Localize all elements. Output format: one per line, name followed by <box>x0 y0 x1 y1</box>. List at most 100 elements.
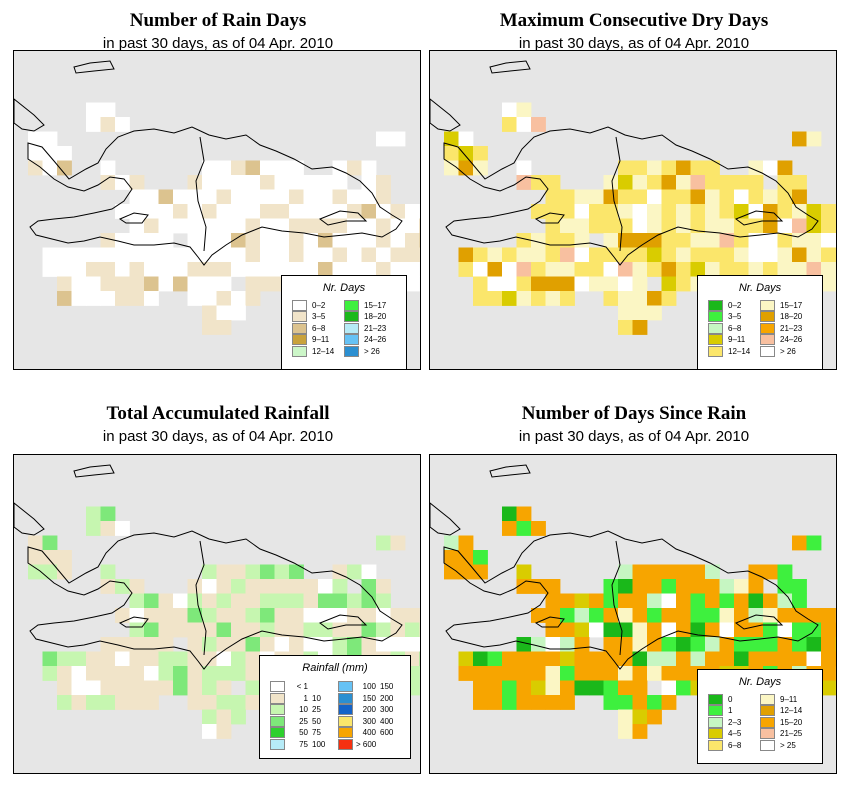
grid-cell <box>734 262 749 277</box>
grid-cell <box>618 204 633 219</box>
grid-cell <box>661 291 677 306</box>
grid-cell <box>231 593 246 609</box>
grid-cell <box>390 535 406 551</box>
grid-cell <box>129 608 145 623</box>
grid-cell <box>57 291 72 306</box>
grid-cell <box>274 608 290 623</box>
grid-cell <box>347 189 362 205</box>
grid-cell <box>289 247 304 263</box>
grid-cell <box>603 579 619 594</box>
panel-title: Number of Days Since Rain <box>521 403 747 424</box>
grid-cell <box>647 579 662 594</box>
grid-cell <box>231 247 246 263</box>
grid-cell <box>187 695 203 710</box>
grid-cell <box>115 175 130 190</box>
legend-swatch <box>344 334 359 346</box>
legend-swatch <box>708 311 723 323</box>
grid-cell <box>516 579 532 594</box>
grid-cell <box>419 247 420 263</box>
grid-cell <box>216 608 232 623</box>
legend-label-low: 200 <box>362 705 376 715</box>
grid-cell <box>57 666 72 681</box>
grid-cell <box>42 550 58 565</box>
grid-cell <box>589 218 604 234</box>
grid-cell <box>332 262 348 277</box>
grid-cell <box>231 622 246 638</box>
grid-cell <box>100 247 116 263</box>
grid-cell <box>777 247 793 263</box>
legend-label-low: 50 <box>299 728 308 738</box>
grid-cell <box>187 204 203 219</box>
grid-cell <box>260 622 275 638</box>
grid-cell <box>545 262 561 277</box>
grid-cell <box>216 247 232 263</box>
legend-label-low: 150 <box>362 693 376 703</box>
grid-cell <box>289 160 304 176</box>
grid-cell <box>390 204 406 219</box>
grid-cell <box>763 160 778 176</box>
grid-cell <box>274 204 290 219</box>
grid-cell <box>216 564 232 580</box>
grid-cell <box>705 160 720 176</box>
grid-cell <box>690 175 706 190</box>
grid-cell <box>531 204 546 219</box>
grid-cell <box>734 233 749 248</box>
grid-cell <box>719 579 735 594</box>
grid-cell <box>603 622 619 638</box>
grid-cell <box>332 593 348 609</box>
grid-cell <box>274 233 290 248</box>
grid-cell <box>71 651 87 667</box>
grid-cell <box>158 608 174 623</box>
legend-swatch <box>292 345 307 357</box>
grid-cell <box>748 262 764 277</box>
grid-cell <box>216 622 232 638</box>
grid-cell <box>748 233 764 248</box>
grid-cell <box>202 175 217 190</box>
grid-cell <box>318 175 333 190</box>
grid-cell <box>574 637 590 652</box>
legend-swatch <box>760 716 775 728</box>
legend-swatch <box>270 692 285 704</box>
legend-swatch <box>760 300 775 311</box>
grid-cell <box>734 218 749 234</box>
legend-swatch <box>338 681 353 692</box>
grid-cell <box>676 189 691 205</box>
grid-cell <box>777 218 793 234</box>
grid-cell <box>318 579 333 594</box>
grid-cell <box>618 247 633 263</box>
grid-cell <box>274 218 290 234</box>
legend-swatch <box>292 300 307 311</box>
grid-cell <box>603 291 619 306</box>
grid-cell <box>574 622 590 638</box>
grid-cell <box>86 276 101 292</box>
grid-cell <box>560 247 575 263</box>
grid-cell <box>661 262 677 277</box>
grid-cell <box>303 608 319 623</box>
grid-cell <box>589 204 604 219</box>
grid-cell <box>376 608 391 623</box>
grid-cell <box>274 189 290 205</box>
grid-cell <box>144 651 159 667</box>
grid-cell <box>245 593 261 609</box>
grid-cell <box>245 637 261 652</box>
grid-cell <box>560 291 575 306</box>
grid-cell <box>318 637 333 652</box>
grid-cell <box>57 160 72 176</box>
island-outline <box>73 464 115 478</box>
grid-cell <box>444 146 459 161</box>
grid-cell <box>676 204 691 219</box>
grid-cell <box>545 579 561 594</box>
grid-cell <box>516 276 532 292</box>
grid-cell <box>361 160 377 176</box>
grid-cell <box>458 146 474 161</box>
grid-cell <box>502 695 517 710</box>
grid-cell <box>144 680 159 696</box>
grid-cell <box>158 666 174 681</box>
grid-cell <box>487 666 503 681</box>
grid-cell <box>86 666 101 681</box>
grid-cell <box>487 276 503 292</box>
grid-cell <box>705 608 720 623</box>
grid-cell <box>376 622 391 638</box>
grid-cell <box>144 262 159 277</box>
grid-cell <box>245 233 261 248</box>
